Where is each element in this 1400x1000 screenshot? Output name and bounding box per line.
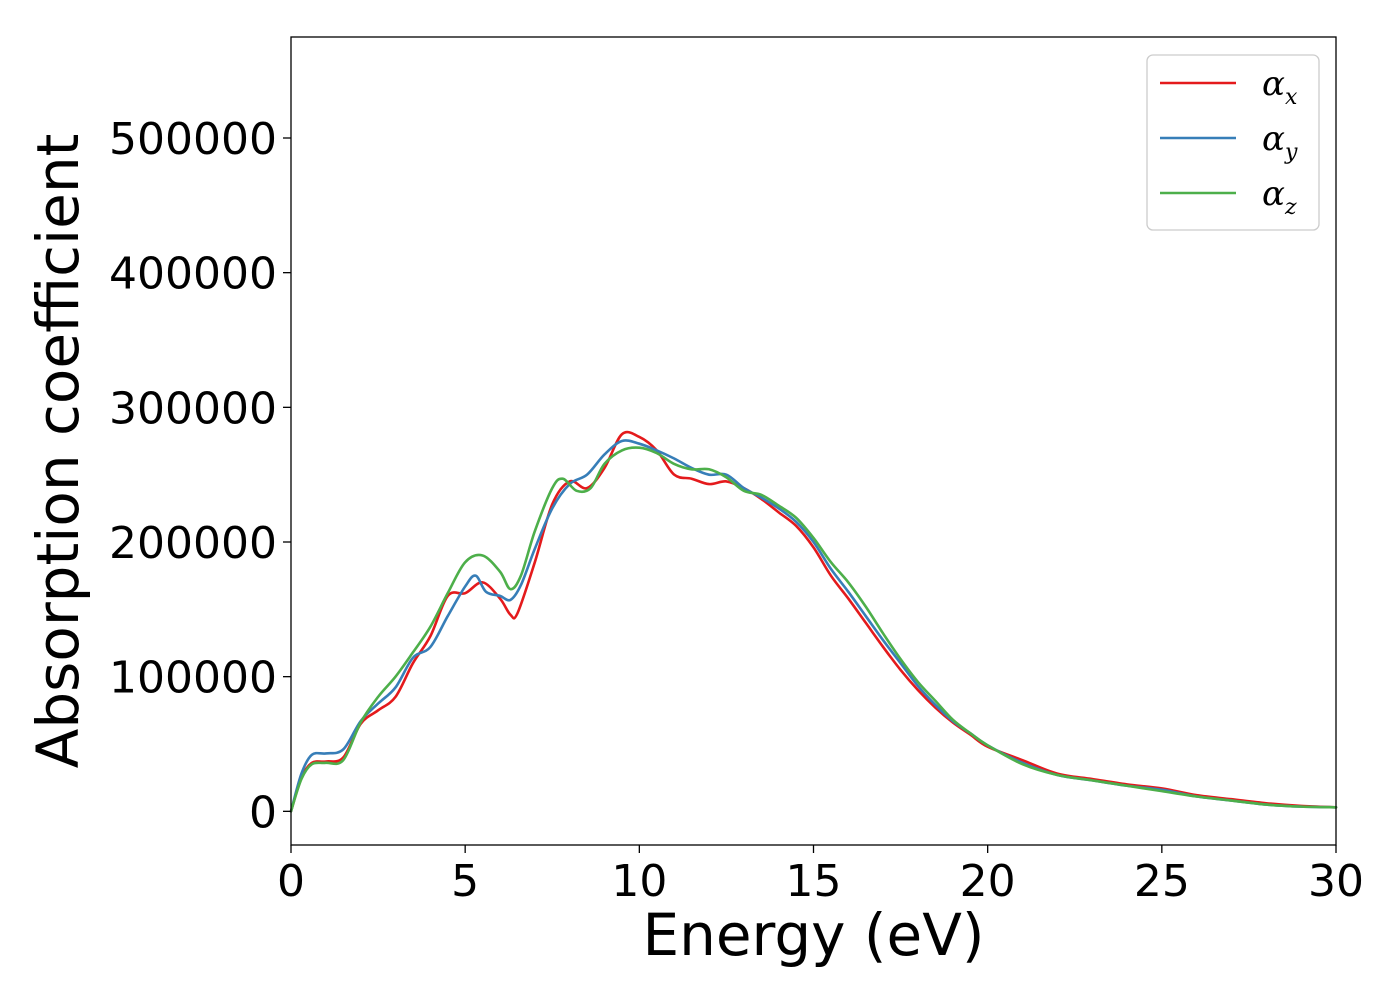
- y-tick-label: 500000: [109, 114, 277, 165]
- y-tick-label: 200000: [109, 518, 277, 569]
- x-tick-label: 20: [960, 856, 1016, 907]
- x-tick-label: 30: [1308, 856, 1364, 907]
- y-tick-label: 400000: [109, 249, 277, 300]
- legend-label-y: αy: [1262, 119, 1298, 165]
- series-line-z: [289, 446, 1338, 813]
- legend-box: [1146, 54, 1320, 231]
- y-axis: 0 100000 200000 300000 400000 500000: [109, 114, 291, 838]
- legend-label-x: αx: [1262, 64, 1298, 110]
- series-line-x: [289, 430, 1338, 813]
- x-tick-label: 10: [611, 856, 667, 907]
- series-layer: [289, 430, 1338, 813]
- legend-label-z: αz: [1262, 174, 1297, 220]
- x-axis: 0 5 10 15 20 25 30: [277, 845, 1364, 907]
- y-tick-label: 100000: [109, 653, 277, 704]
- x-tick-label: 25: [1134, 856, 1190, 907]
- y-axis-title: Absorption coefficient: [24, 134, 92, 769]
- legend: αx αy αz: [1146, 54, 1320, 231]
- x-tick-label: 0: [277, 856, 305, 907]
- y-tick-label: 300000: [109, 383, 277, 434]
- series-line-y: [289, 439, 1338, 813]
- x-tick-label: 15: [786, 856, 842, 907]
- x-axis-title: Energy (eV): [642, 901, 984, 969]
- x-tick-label: 5: [451, 856, 479, 907]
- y-tick-label: 0: [249, 787, 277, 838]
